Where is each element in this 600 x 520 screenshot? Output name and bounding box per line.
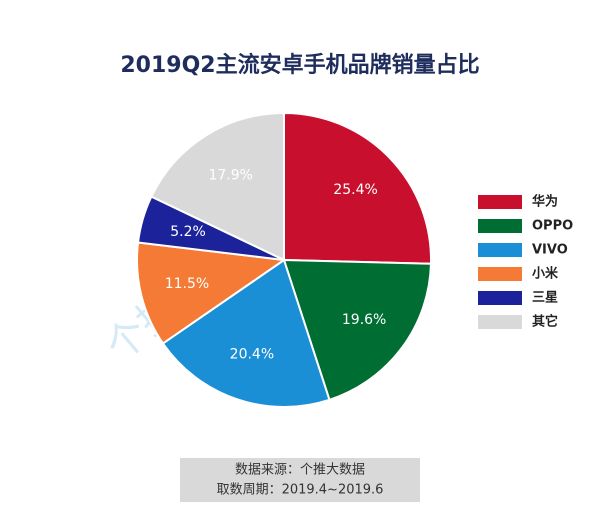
legend-label: VIVO: [532, 243, 568, 258]
legend-swatch: [478, 315, 522, 329]
legend-swatch: [478, 267, 522, 281]
pie-slice: [136, 241, 287, 345]
pie-slice: [161, 258, 331, 408]
pie-slice: [150, 111, 285, 262]
legend-swatch: [478, 243, 522, 257]
legend-label: 三星: [532, 291, 558, 306]
data-label: 11.5%: [165, 276, 209, 292]
pie-slice: [283, 111, 432, 265]
legend-swatch: [478, 219, 522, 233]
pie-slice: [282, 258, 432, 402]
source-text: 数据来源：个推大数据: [235, 463, 365, 478]
legend-label: 华为: [532, 194, 558, 210]
legend-label: 其它: [532, 314, 558, 330]
legend-label: 小米: [532, 266, 559, 282]
data-label: 20.4%: [230, 347, 274, 363]
legend-swatch: [478, 195, 522, 209]
period-text: 取数周期：2019.4~2019.6: [217, 483, 384, 498]
data-label: 25.4%: [333, 182, 377, 198]
source-box: [180, 458, 420, 502]
legend-label: OPPO: [532, 219, 573, 234]
chart-title: 2019Q2主流安卓手机品牌销量占比: [120, 52, 479, 78]
legend-swatch: [478, 291, 522, 305]
data-label: 19.6%: [342, 312, 386, 328]
data-label: 17.9%: [208, 167, 252, 183]
data-label: 5.2%: [170, 224, 206, 240]
